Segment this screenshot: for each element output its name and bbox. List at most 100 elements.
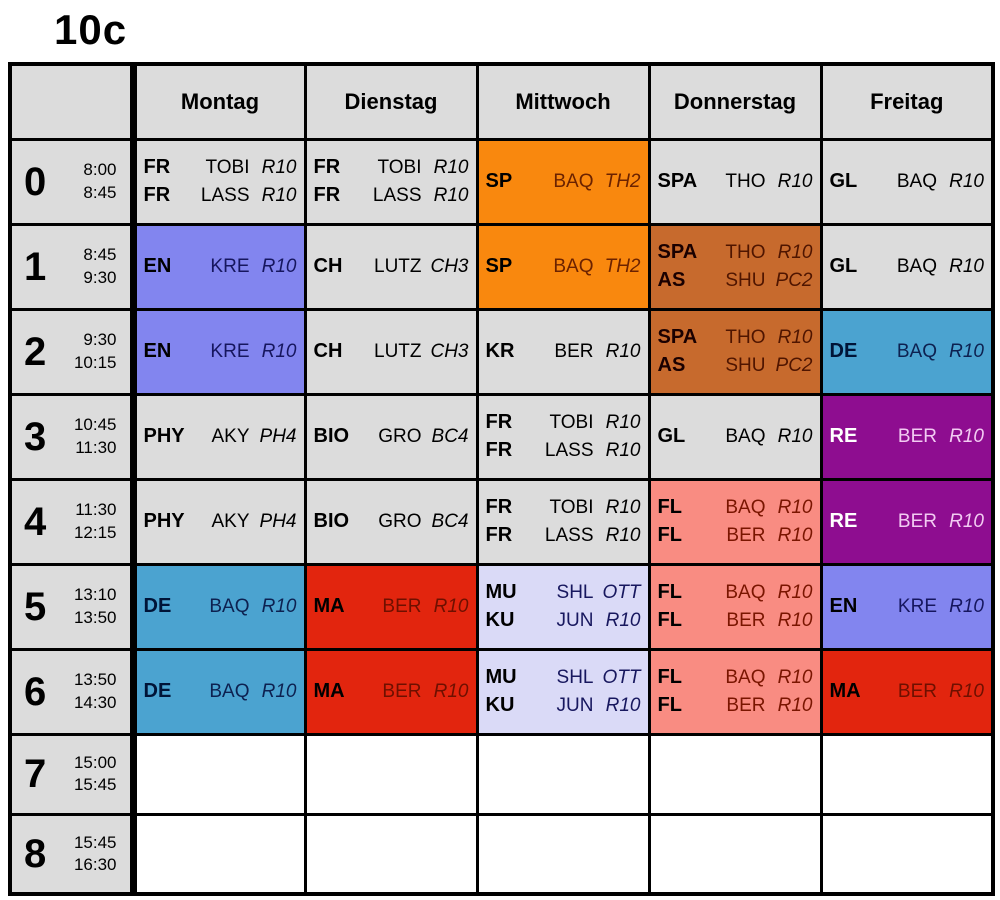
lesson-cell-donnerstag-1[interactable]: SPA THO R10 AS SHU PC2 [647,222,823,311]
lesson-line: FR TOBI R10 [480,496,646,519]
room-code: OTT [602,582,641,603]
lesson-cell-donnerstag-4[interactable]: FL BAQ R10 FL BER R10 [647,477,823,566]
lesson-cell-donnerstag-2[interactable]: SPA THO R10 AS SHU PC2 [647,307,823,396]
lesson-cell-montag-2[interactable]: EN KRE R10 [131,307,307,396]
lesson-cell-dienstag-1[interactable]: CH LUTZ CH3 [303,222,479,311]
teacher-code: BAQ [725,497,766,518]
subject-code: FL [657,666,682,688]
period-row-1: 1 8:45 9:30 EN KRE R10 CH LUTZ CH3 SP BAQ TH2 SPA THO… [8,222,995,311]
period-start-time: 15:00 [73,752,117,772]
lesson-cell-dienstag-3[interactable]: BIO GRO BC4 [303,392,479,481]
lesson-cell-mittwoch-1[interactable]: SP BAQ TH2 [475,222,651,311]
lesson-cell-mittwoch-4[interactable]: FR TOBI R10 FR LASS R10 [475,477,651,566]
room-code: PC2 [775,270,813,291]
teacher-code: LASS [200,185,250,206]
subject-code: SPA [657,326,698,348]
lesson-cell-montag-1[interactable]: EN KRE R10 [131,222,307,311]
lesson-line: FL BAQ R10 [652,496,818,519]
subject-code: PHY [143,425,185,447]
period-end-time: 12:15 [73,522,117,542]
lesson-line: FR LASS R10 [480,439,646,462]
room-code: R10 [605,525,641,546]
timetable: Montag Dienstag Mittwoch Donnerstag Frei… [8,62,995,896]
lesson-cell-montag-6[interactable]: DE BAQ R10 [131,647,307,736]
room-code: R10 [777,667,813,688]
period-header-1: 1 8:45 9:30 [8,222,137,311]
lesson-cell-dienstag-7 [303,732,479,816]
day-header-donnerstag: Donnerstag [647,62,823,141]
lesson-line: AS SHU PC2 [652,354,818,377]
period-row-8: 8 15:45 16:30 [8,812,995,896]
room-code: R10 [261,596,297,617]
lesson-cell-montag-0[interactable]: FR TOBI R10 FR LASS R10 [131,137,307,226]
room-code: R10 [949,256,984,277]
lesson-cell-dienstag-5[interactable]: MA BER R10 [303,562,479,651]
lesson-cell-montag-4[interactable]: PHY AKY PH4 [131,477,307,566]
lesson-cell-donnerstag-3[interactable]: GL BAQ R10 [647,392,823,481]
room-code: BC4 [431,426,469,447]
lesson-line: FL BER R10 [652,524,818,547]
period-times: 13:50 14:30 [73,669,126,713]
subject-code: CH [313,340,343,362]
lesson-line: PHY AKY PH4 [137,425,303,448]
room-code: R10 [777,582,813,603]
room-code: R10 [949,341,984,362]
lesson-cell-freitag-3[interactable]: RE BER R10 [819,392,995,481]
lesson-cell-mittwoch-3[interactable]: FR TOBI R10 FR LASS R10 [475,392,651,481]
period-end-time: 14:30 [73,692,117,712]
room-code: R10 [777,497,813,518]
period-number: 0 [24,159,47,204]
lesson-cell-dienstag-4[interactable]: BIO GRO BC4 [303,477,479,566]
lesson-line: MA BER R10 [308,595,474,618]
period-row-2: 2 9:30 10:15 EN KRE R10 CH LUTZ CH3 KR BER R10 SPA TH… [8,307,995,396]
subject-code: DE [829,340,858,362]
room-code: R10 [777,695,813,716]
period-times: 8:00 8:45 [83,159,126,203]
lesson-line: FL BAQ R10 [652,666,818,689]
lesson-cell-freitag-0[interactable]: GL BAQ R10 [819,137,995,226]
subject-code: DE [143,680,172,702]
subject-code: FL [657,609,682,631]
lesson-cell-mittwoch-2[interactable]: KR BER R10 [475,307,651,396]
teacher-code: JUN [556,610,594,631]
teacher-code: TOBI [549,412,594,433]
day-label: Montag [180,88,260,114]
lesson-cell-montag-3[interactable]: PHY AKY PH4 [131,392,307,481]
subject-code: FR [485,439,513,461]
teacher-code: TOBI [205,157,250,178]
lesson-cell-mittwoch-0[interactable]: SP BAQ TH2 [475,137,651,226]
subject-code: PHY [143,510,185,532]
room-code: PH4 [259,511,297,532]
lesson-cell-donnerstag-0[interactable]: SPA THO R10 [647,137,823,226]
period-header-5: 5 13:10 13:50 [8,562,137,651]
lesson-cell-donnerstag-6[interactable]: FL BAQ R10 FL BER R10 [647,647,823,736]
lesson-cell-freitag-4[interactable]: RE BER R10 [819,477,995,566]
lesson-cell-freitag-5[interactable]: EN KRE R10 [819,562,995,651]
lesson-line: MA BER R10 [308,680,474,703]
teacher-code: BAQ [896,171,937,192]
subject-code: SPA [657,170,698,192]
lesson-cell-mittwoch-5[interactable]: MU SHL OTT KU JUN R10 [475,562,651,651]
lesson-cell-dienstag-2[interactable]: CH LUTZ CH3 [303,307,479,396]
teacher-code: THO [725,242,766,263]
period-start-time: 9:30 [83,330,117,350]
room-code: R10 [433,681,469,702]
subject-code: SP [485,170,513,192]
lesson-cell-dienstag-0[interactable]: FR TOBI R10 FR LASS R10 [303,137,479,226]
lesson-cell-freitag-2[interactable]: DE BAQ R10 [819,307,995,396]
lesson-cell-montag-5[interactable]: DE BAQ R10 [131,562,307,651]
lesson-line: AS SHU PC2 [652,269,818,292]
subject-code: DE [143,595,172,617]
period-end-time: 11:30 [75,437,117,457]
lesson-cell-dienstag-6[interactable]: MA BER R10 [303,647,479,736]
lesson-cell-freitag-6[interactable]: MA BER R10 [819,647,995,736]
period-times: 15:45 16:30 [74,832,126,876]
lesson-cell-donnerstag-5[interactable]: FL BAQ R10 FL BER R10 [647,562,823,651]
lesson-cell-freitag-1[interactable]: GL BAQ R10 [819,222,995,311]
teacher-code: TOBI [549,497,594,518]
period-start-time: 8:45 [83,245,117,265]
room-code: PC2 [775,355,813,376]
room-code: R10 [261,341,297,362]
lesson-cell-mittwoch-6[interactable]: MU SHL OTT KU JUN R10 [475,647,651,736]
subject-code: MA [313,680,345,702]
